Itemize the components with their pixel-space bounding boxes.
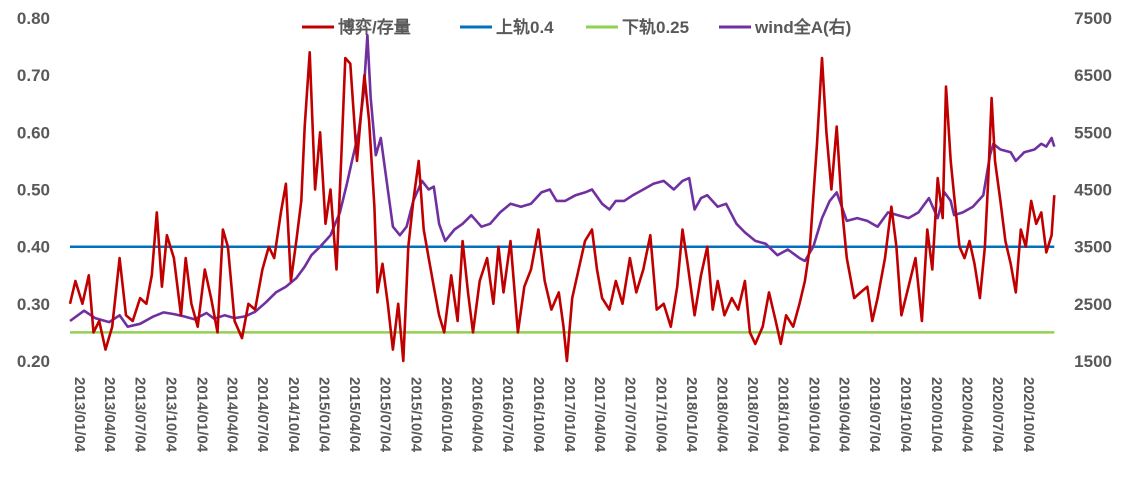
x-tick-label: 2015/01/04 (316, 377, 333, 453)
series-line-0 (68, 51, 1056, 363)
x-tick-label: 2013/07/04 (132, 377, 149, 453)
x-tick-label: 2018/10/04 (775, 377, 792, 453)
y-axis-left: 0.20 0.30 0.40 0.50 0.60 0.70 0.80 (17, 9, 50, 371)
x-tick-label: 2017/01/04 (561, 377, 578, 453)
x-tick-label: 2016/01/04 (438, 377, 455, 453)
y-right-tick-label: 2500 (1074, 295, 1112, 314)
x-tick-label: 2018/01/04 (683, 377, 700, 453)
legend-label-3: wind全A(右) (754, 17, 851, 37)
x-tick-label: 2013/04/04 (101, 377, 118, 453)
y-right-tick-label: 5500 (1074, 123, 1112, 142)
legend: 博弈/存量 上轨0.4 下轨0.25 wind全A(右) (302, 17, 851, 37)
y-left-tick-label: 0.30 (17, 295, 50, 314)
x-tick-label: 2020/01/04 (928, 377, 945, 453)
x-tick-label: 2014/01/04 (193, 377, 210, 453)
y-left-tick-label: 0.50 (17, 181, 50, 200)
x-tick-label: 2017/10/04 (652, 377, 669, 453)
x-tick-label: 2018/04/04 (713, 377, 730, 453)
y-right-tick-label: 1500 (1074, 352, 1112, 371)
y-left-tick-label: 0.60 (17, 123, 50, 142)
x-tick-label: 2015/04/04 (346, 377, 363, 453)
legend-label-1: 上轨0.4 (496, 17, 554, 37)
x-tick-label: 2014/07/04 (254, 377, 271, 453)
x-tick-label: 2013/10/04 (163, 377, 180, 453)
x-tick-label: 2014/10/04 (285, 377, 302, 453)
y-right-tick-label: 3500 (1074, 238, 1112, 257)
x-axis: 2013/01/04 2013/04/04 2013/07/04 2013/10/04… (71, 377, 1037, 453)
x-tick-label: 2014/04/04 (224, 377, 241, 453)
legend-label-2: 下轨0.25 (622, 17, 689, 37)
plot-area (68, 33, 1056, 363)
x-tick-label: 2019/07/04 (866, 377, 883, 453)
series-line-3 (69, 33, 1056, 328)
x-tick-label: 2020/07/04 (989, 377, 1006, 453)
x-tick-label: 2017/07/04 (622, 377, 639, 453)
x-tick-label: 2015/10/04 (407, 377, 424, 453)
x-tick-label: 2019/01/04 (806, 377, 823, 453)
legend-label-0: 博弈/存量 (338, 17, 411, 37)
y-right-tick-label: 4500 (1074, 181, 1112, 200)
x-tick-label: 2016/04/04 (469, 377, 486, 453)
x-tick-label: 2015/07/04 (376, 377, 393, 453)
x-tick-label: 2019/04/04 (836, 377, 853, 453)
x-tick-label: 2020/10/04 (1020, 377, 1037, 453)
y-left-tick-label: 0.40 (17, 238, 50, 257)
y-left-tick-label: 0.80 (17, 9, 50, 28)
y-left-tick-label: 0.20 (17, 352, 50, 371)
x-tick-label: 2016/10/04 (530, 377, 547, 453)
x-tick-label: 2019/10/04 (897, 377, 914, 453)
x-tick-label: 2017/04/04 (591, 377, 608, 453)
x-tick-label: 2013/01/04 (71, 377, 88, 453)
y-right-tick-label: 7500 (1074, 9, 1112, 28)
y-left-tick-label: 0.70 (17, 66, 50, 85)
y-right-tick-label: 6500 (1074, 66, 1112, 85)
x-tick-label: 2018/07/04 (744, 377, 761, 453)
x-tick-label: 2016/07/04 (499, 377, 516, 453)
y-axis-right: 1500 2500 3500 4500 5500 6500 7500 (1074, 9, 1112, 371)
x-tick-label: 2020/04/04 (958, 377, 975, 453)
